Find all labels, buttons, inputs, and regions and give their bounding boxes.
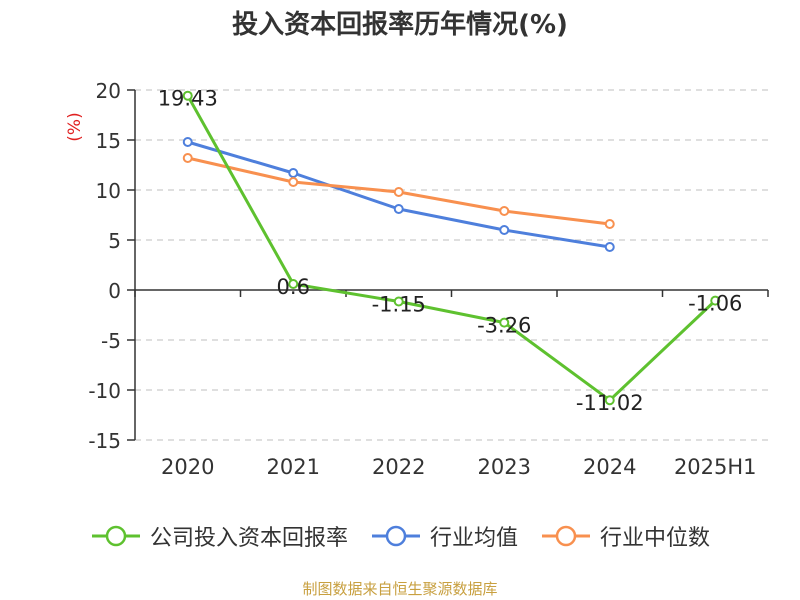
data-point [604, 395, 615, 406]
data-point [393, 296, 404, 307]
data-point [182, 90, 193, 101]
y-tick-label: 10 [96, 179, 121, 203]
data-label: -1.06 [688, 292, 742, 316]
legend-label-company: 公司投入资本回报率 [149, 526, 348, 551]
y-axis-label: (%) [65, 112, 85, 141]
legend-label-industry-median: 行业中位数 [600, 526, 711, 551]
data-label: 19.43 [158, 87, 218, 111]
data-point [710, 295, 721, 306]
y-tick-label: 20 [96, 79, 121, 103]
data-point [393, 204, 404, 214]
data-label: -1.15 [372, 293, 426, 317]
y-tick-label: -10 [88, 379, 121, 403]
source-note: 制图数据来自恒生聚源数据库 [302, 580, 498, 598]
grid-lines [135, 89, 768, 441]
data-point [182, 137, 193, 147]
legend-item-industry-avg[interactable]: 行业均值 [370, 520, 518, 552]
chart-title: 投入资本回报率历年情况(%) [232, 10, 568, 40]
x-tick-label: 2022 [372, 455, 425, 479]
data-point [393, 187, 404, 197]
x-tick-label: 2021 [267, 455, 320, 479]
data-point [288, 279, 299, 289]
legend: 公司投入资本回报率 行业均值 行业中位数 [0, 520, 800, 552]
x-tick-label: 2020 [161, 455, 214, 479]
data-point [499, 206, 510, 216]
y-tick-label: -5 [101, 329, 121, 353]
data-point [499, 317, 510, 328]
data-point [604, 219, 615, 229]
data-label: -11.02 [576, 391, 644, 415]
data-label: 0.6 [277, 275, 310, 299]
legend-swatch-industry-avg-icon [371, 525, 420, 547]
y-tick-label: 0 [108, 279, 121, 303]
axes: 20 15 10 5 0 -5 -10 -15 (%) 2020 2021 2022 2023 2024 2… [65, 79, 769, 479]
legend-item-industry-median[interactable]: 行业中位数 [540, 520, 710, 552]
x-tick-label: 2025H1 [674, 455, 757, 479]
data-point [288, 177, 299, 187]
data-point [288, 168, 299, 178]
series-line [186, 94, 717, 402]
legend-label-industry-avg: 行业均值 [429, 526, 518, 551]
series-lines [182, 90, 721, 406]
data-point [499, 225, 510, 235]
y-tick-label: -15 [88, 429, 121, 453]
legend-swatch-industry-median-icon [542, 525, 590, 547]
data-point [182, 153, 193, 163]
y-tick-label: 5 [108, 229, 121, 253]
x-tick-label: 2023 [478, 455, 531, 479]
data-label: -3.26 [477, 314, 531, 338]
data-point [604, 242, 615, 252]
legend-swatch-company-icon [91, 525, 140, 547]
x-tick-label: 2024 [583, 455, 636, 479]
legend-item-company[interactable]: 公司投入资本回报率 [90, 520, 348, 552]
data-labels: 19.43 0.6 -1.15 -3.26 -11.02 -1.06 [158, 87, 743, 416]
y-tick-label: 15 [96, 129, 121, 153]
